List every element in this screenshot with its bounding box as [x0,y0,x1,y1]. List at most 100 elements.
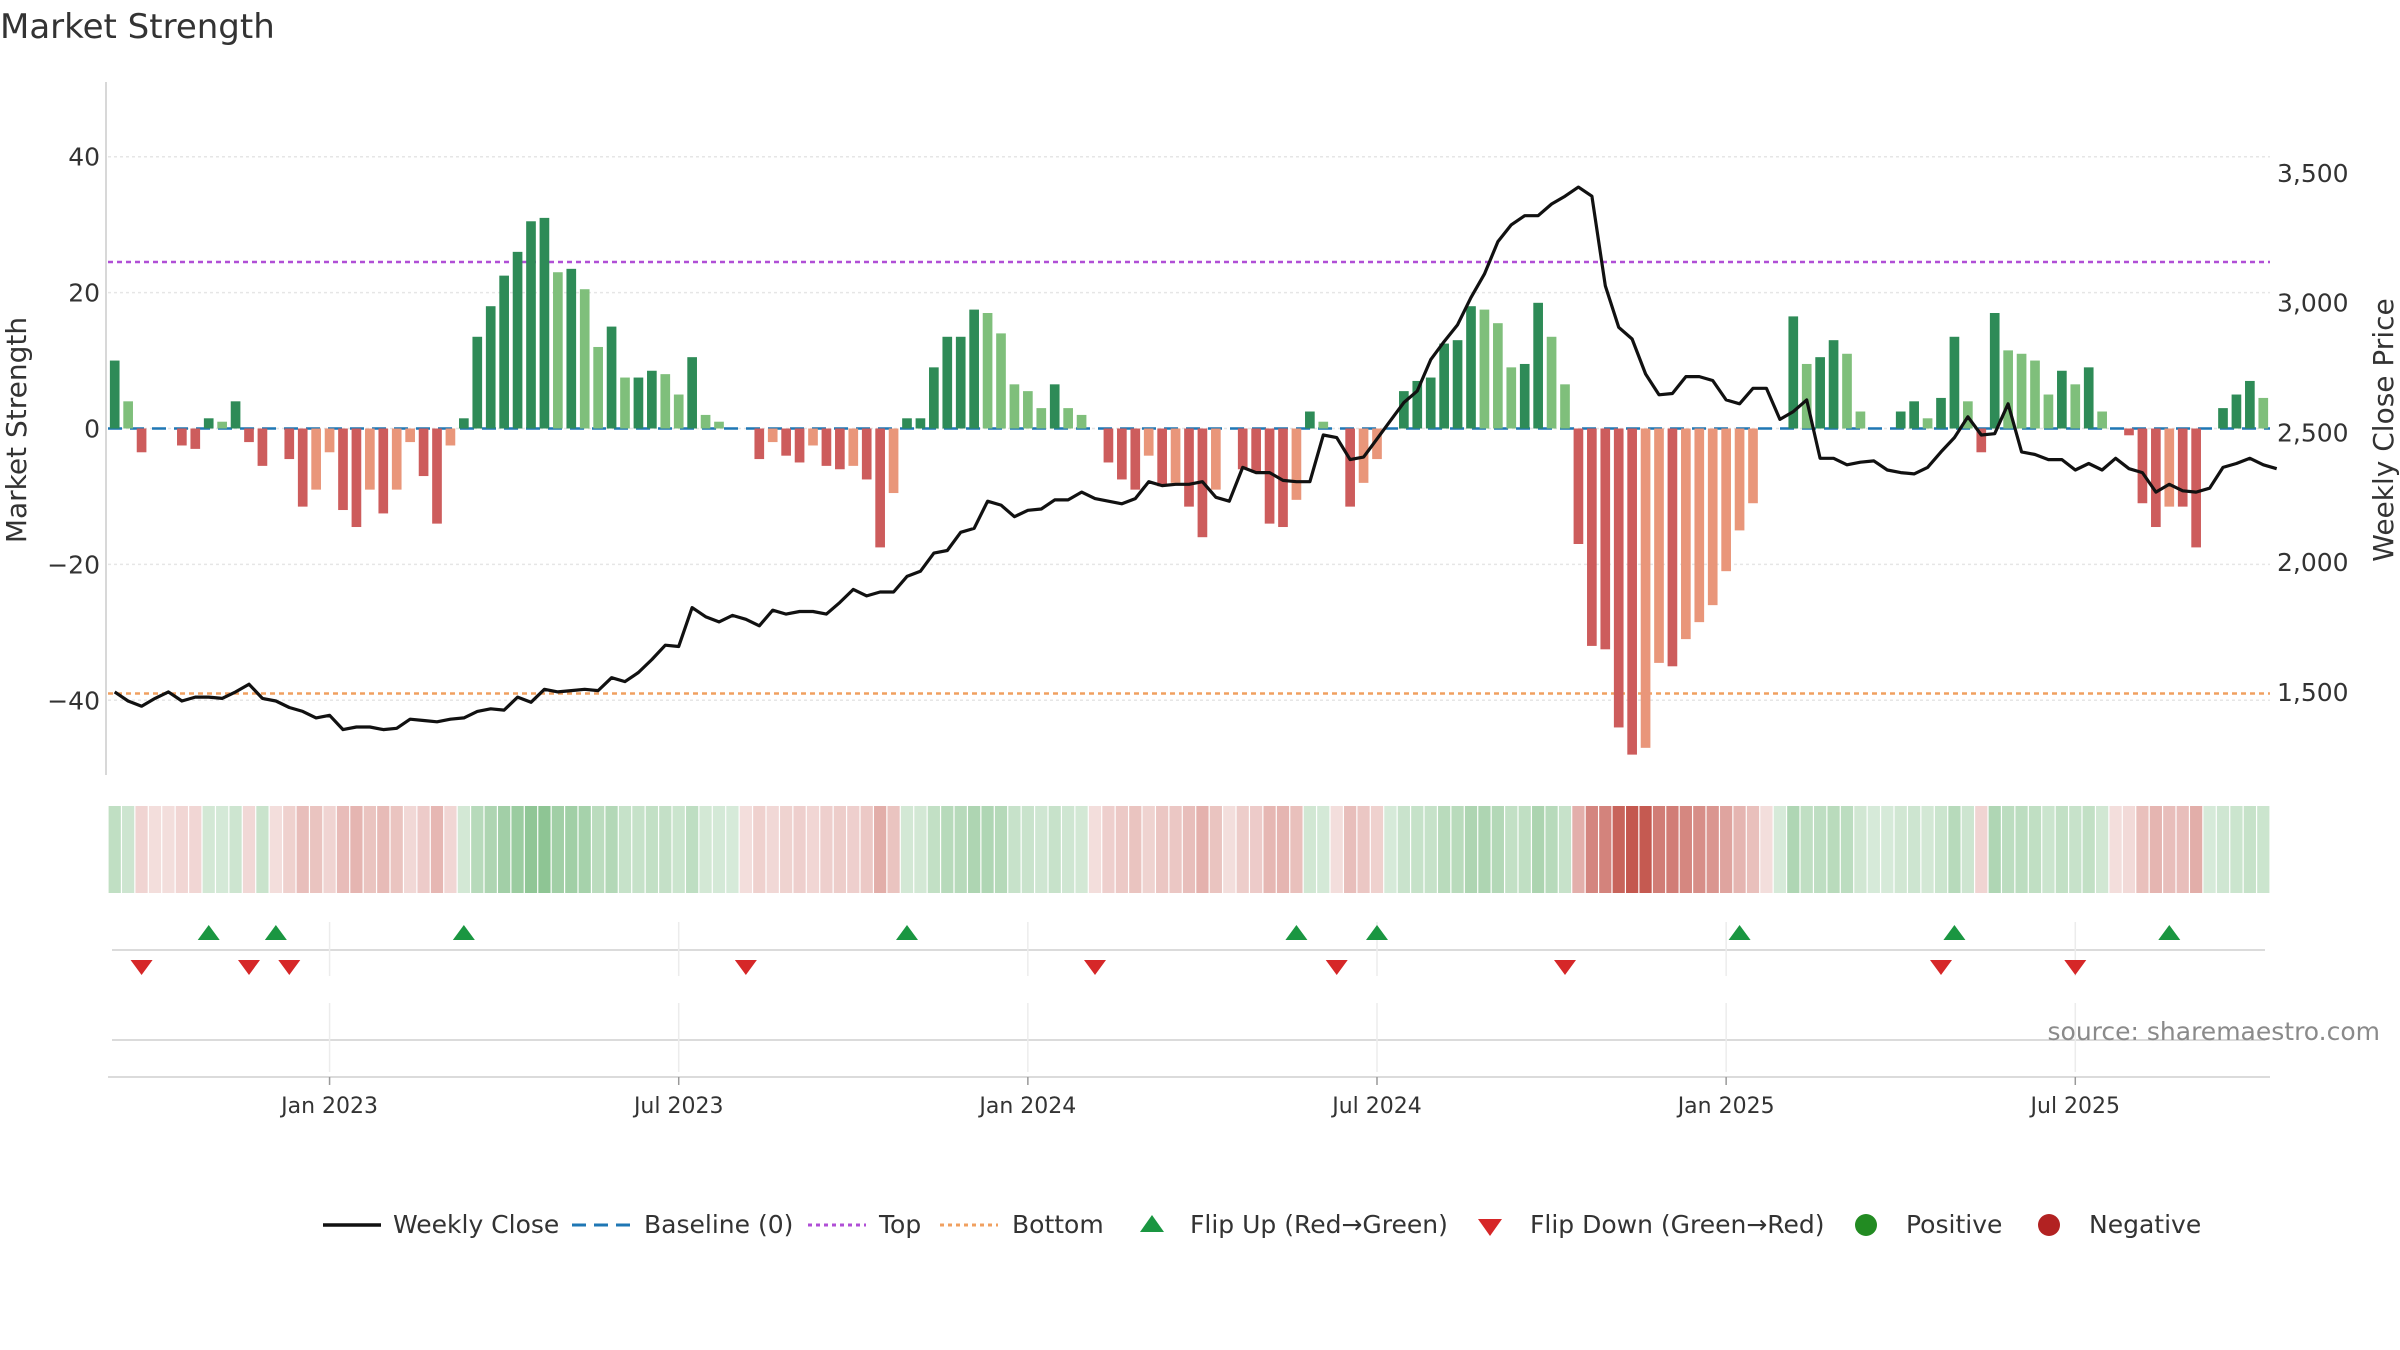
strength-bar [190,428,201,449]
strip-cell [820,806,833,893]
strip-cell [565,806,578,893]
strip-cell [605,806,618,893]
strength-bar [1130,428,1141,490]
strength-bar [875,428,885,548]
strength-bar [1815,357,1825,429]
strip-cell [2149,806,2162,893]
strength-bar [942,336,953,429]
strip-cell [1652,806,1666,893]
strip-cell [1975,806,1988,893]
strength-bar [794,428,805,463]
strip-cell [1035,806,1048,893]
strip-cell [1048,806,1061,893]
strip-cell [1223,806,1236,893]
strength-bar [257,428,268,466]
strip-cell [2243,806,2256,893]
flip-up-marker [2158,925,2181,940]
strip-cell [148,806,162,893]
strength-bar [821,428,832,466]
strength-bar [1855,411,1866,429]
strength-bar [1264,428,1275,524]
strength-bar [1613,428,1624,728]
strip-cell [1787,806,1800,893]
strip-cell [1182,806,1196,893]
strength-bar [1211,428,1221,490]
flip-up-marker [1943,925,1966,940]
strength-bar [418,428,429,477]
strip-cell [471,806,484,893]
strip-cell [2230,806,2243,893]
strip-cell [2122,806,2136,893]
strip-cell [874,806,887,893]
strength-bar [445,428,456,446]
strip-cell [1250,806,1263,893]
strength-bars [109,217,2269,755]
strength-bar [2191,428,2201,548]
strip-cell [1599,806,1612,893]
strip-cell [860,806,873,893]
strength-bar [512,251,523,429]
strength-bar [1748,428,1758,504]
strength-bar [2097,411,2107,429]
strip-cell [1008,806,1021,893]
strip-cell [269,806,282,893]
strength-bar [2151,428,2161,528]
strip-cell [941,806,954,893]
strip-cell [1800,806,1813,893]
strip-cell [1062,806,1075,893]
strength-bar [1372,428,1382,460]
strength-bar [1143,428,1154,456]
strip-cell [1558,806,1572,893]
weekly-close-line [113,185,2278,732]
left-tick-label: 0 [84,415,100,444]
strength-bar [1412,380,1423,429]
strength-bar [1573,428,1584,544]
strip-cell [457,806,470,893]
right-tick-label: 3,500 [2277,159,2349,188]
strip-cell [2163,806,2176,893]
strip-cell [1720,806,1733,893]
strength-bar [915,418,926,429]
strength-bar [378,428,389,514]
strip-cell [1585,806,1598,893]
flip-up-marker [452,925,475,940]
strength-bar [1828,340,1839,429]
strip-cell [1934,806,1948,893]
strip-cell [578,806,591,893]
strength-bar [123,401,133,429]
strength-bar [1425,377,1436,429]
strength-bar [1801,363,1812,429]
strip-cell [1518,806,1531,893]
flip-up-marker [896,925,918,940]
strength-bar [2177,428,2188,507]
strength-bar [1063,408,1073,429]
strip-cell [2028,806,2042,893]
strip-cell [2069,806,2082,893]
strength-bar [1103,428,1114,463]
strip-cell [1505,806,1518,893]
strip-cell [1129,806,1142,893]
strength-bar [1157,428,1167,487]
flip-down-marker [734,960,757,975]
flip-down-marker [2064,960,2087,975]
strength-bar [1170,428,1181,483]
right-axis-label: Weekly Close Price [2367,298,2400,561]
strip-cell [1384,806,1397,893]
legend-label: Bottom [1012,1210,1104,1239]
strip-cell [1693,806,1706,893]
strength-bar [405,428,415,443]
strip-cell [753,806,766,893]
strength-bar [1466,306,1476,429]
strip-cell [766,806,779,893]
strip-cell [1840,806,1854,893]
strip-cell [2082,806,2095,893]
strength-bar [687,357,697,429]
strip-cell [968,806,981,893]
strip-cell [1290,806,1303,893]
strength-bar [2070,384,2081,429]
strip-cell [1236,806,1249,893]
flip-up-marker [264,925,287,940]
strength-bar [459,418,469,429]
strength-bar [996,333,1006,429]
